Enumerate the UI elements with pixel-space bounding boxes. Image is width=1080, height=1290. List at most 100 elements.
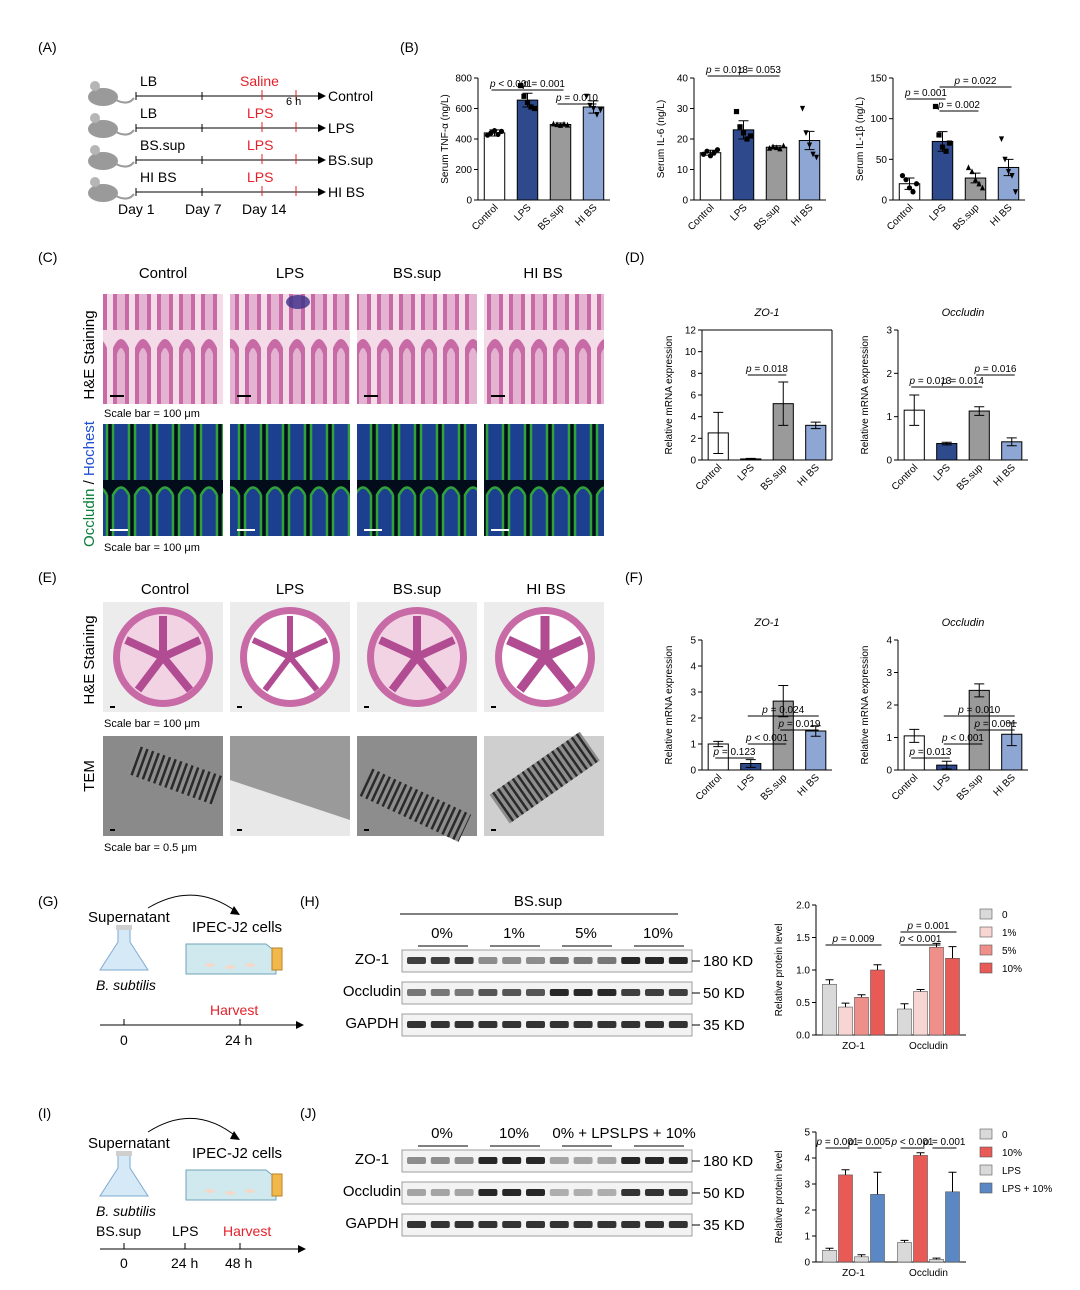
- protein-band: [573, 1157, 593, 1164]
- protein-band: [668, 957, 688, 964]
- data-point: [1009, 173, 1015, 179]
- intestine-crosssection: [495, 607, 595, 707]
- data-point: [777, 145, 783, 152]
- chart-title: ZO-1: [753, 617, 779, 629]
- tick-marks: [135, 92, 203, 196]
- y-tick-label: 8: [690, 369, 696, 380]
- significance-label: p = 0.010: [555, 93, 598, 104]
- significance-label: p = 0.001: [522, 79, 565, 90]
- protein-band: [407, 1189, 426, 1196]
- chart-title: Occludin: [942, 307, 985, 319]
- step-label: LPS: [172, 1223, 198, 1239]
- data-point: [737, 124, 743, 130]
- data-point: [913, 181, 920, 187]
- significance-label: p = 0.013: [909, 747, 952, 758]
- y-tick-label: 1: [886, 412, 892, 423]
- legend-label: 0: [1002, 1130, 1008, 1141]
- bar: [838, 1006, 853, 1036]
- blot-row-label: GAPDH: [345, 1215, 398, 1232]
- chart-b-il6: 0 10 20 30 40 Serum IL-6 (ng/L) Control LPS BS.s…: [656, 65, 826, 233]
- data-point: [531, 105, 538, 112]
- significance-label: p = 0.018: [745, 364, 788, 375]
- panel-label-c: (C): [38, 249, 57, 265]
- y-tick-label: 0: [804, 1258, 810, 1269]
- bar: [765, 146, 788, 201]
- data-point: [773, 144, 780, 151]
- error-bar: [974, 406, 985, 416]
- protein-band: [645, 989, 664, 996]
- x-tick-label: LPS: [728, 202, 749, 223]
- protein-band: [407, 1221, 426, 1228]
- harvest-label: Harvest: [210, 1002, 258, 1018]
- data-point: [998, 136, 1005, 143]
- blot-row-label: GAPDH: [345, 1015, 398, 1032]
- y-tick-label: 600: [455, 104, 472, 115]
- x-tick-label: ZO-1: [842, 1041, 865, 1052]
- data-point: [780, 142, 787, 149]
- data-point: [740, 130, 747, 136]
- tem-microvilli: [489, 731, 600, 824]
- x-tick-label: BS.sup: [759, 462, 790, 493]
- error-bar: [810, 725, 821, 737]
- group-label: LPS: [328, 120, 354, 136]
- x-tick-label: LPS: [512, 202, 533, 223]
- significance-label: p = 0.024: [761, 705, 804, 716]
- protein-band: [407, 1021, 426, 1028]
- panel-label-i: (I): [38, 1105, 51, 1121]
- protein-band: [621, 989, 641, 996]
- data-point: [747, 133, 754, 139]
- data-point: [1002, 156, 1008, 163]
- x-tick-label: Occludin: [909, 1041, 948, 1052]
- protein-band: [645, 1189, 664, 1196]
- y-tick-label: 4: [886, 636, 892, 647]
- bar: [838, 1174, 853, 1263]
- data-point: [711, 150, 717, 156]
- protein-band: [454, 957, 474, 964]
- protein-band: [430, 1189, 450, 1196]
- day-label: Day 1: [118, 201, 155, 217]
- error-bar: [948, 946, 957, 959]
- protein-band: [502, 957, 522, 964]
- x-tick-label: LPS: [736, 462, 757, 483]
- protein-band: [502, 1021, 522, 1028]
- chart-title: Occludin: [942, 617, 985, 629]
- chart-b-il1b: 0 50 100 150 Serum IL-1β (ng/L) Control LPS BS.…: [855, 74, 1025, 233]
- significance-label: p = 0.001: [923, 1137, 966, 1148]
- panel-j-western-blot: 0% 10% 0% + LPS LPS + 10% ZO-1 180 KD Occludin…: [343, 1125, 753, 1237]
- protein-band: [526, 1189, 545, 1196]
- protein-band: [430, 1221, 450, 1228]
- x-tick-label: LPS: [932, 462, 953, 483]
- x-tick-label: Control: [470, 202, 501, 233]
- chart-j-protein: 0 1 2 3 4 5 Relative protein level ZO-1 Occludin…: [774, 1128, 1052, 1280]
- lane-group-label: 10%: [499, 1125, 529, 1142]
- column-header: Control: [141, 581, 189, 598]
- significance-label: p = 0.013: [909, 376, 952, 387]
- mouse-icon: [88, 145, 135, 170]
- data-point: [517, 83, 524, 89]
- significance-label: p = 0.009: [832, 934, 875, 945]
- protein-band: [573, 1189, 593, 1196]
- he-micrograph: [230, 294, 350, 404]
- y-tick-label: 2.0: [796, 901, 810, 912]
- data-point: [564, 121, 571, 128]
- protein-band: [573, 1221, 593, 1228]
- protein-band: [549, 957, 569, 964]
- time-label: 0: [120, 1032, 128, 1048]
- bar: [897, 1008, 912, 1036]
- chart-d-zo1: 0 2 4 6 8 10 12 Relative mRNA expression ZO-1 Con…: [664, 307, 833, 493]
- error-bar: [932, 1257, 941, 1260]
- protein-band: [668, 1157, 688, 1164]
- legend-label: 1%: [1002, 928, 1017, 939]
- lane-group-label: 0%: [431, 925, 453, 942]
- y-tick-label: 0.0: [796, 1031, 810, 1042]
- panel-label-b: (B): [400, 39, 419, 55]
- data-point: [965, 164, 972, 171]
- x-tick-label: BS.sup: [752, 202, 783, 233]
- x-tick-label: BS.sup: [951, 202, 982, 233]
- y-axis-label: Relative mRNA expression: [664, 646, 675, 765]
- data-point: [495, 131, 501, 138]
- panel-a-timeline: LB LB BS.sup HI BS Saline LPS LPS LPS 6 …: [88, 73, 373, 217]
- x-tick-label: Control: [885, 202, 916, 233]
- time-label: 24 h: [171, 1255, 198, 1271]
- molecular-weight-label: 180 KD: [703, 1153, 753, 1170]
